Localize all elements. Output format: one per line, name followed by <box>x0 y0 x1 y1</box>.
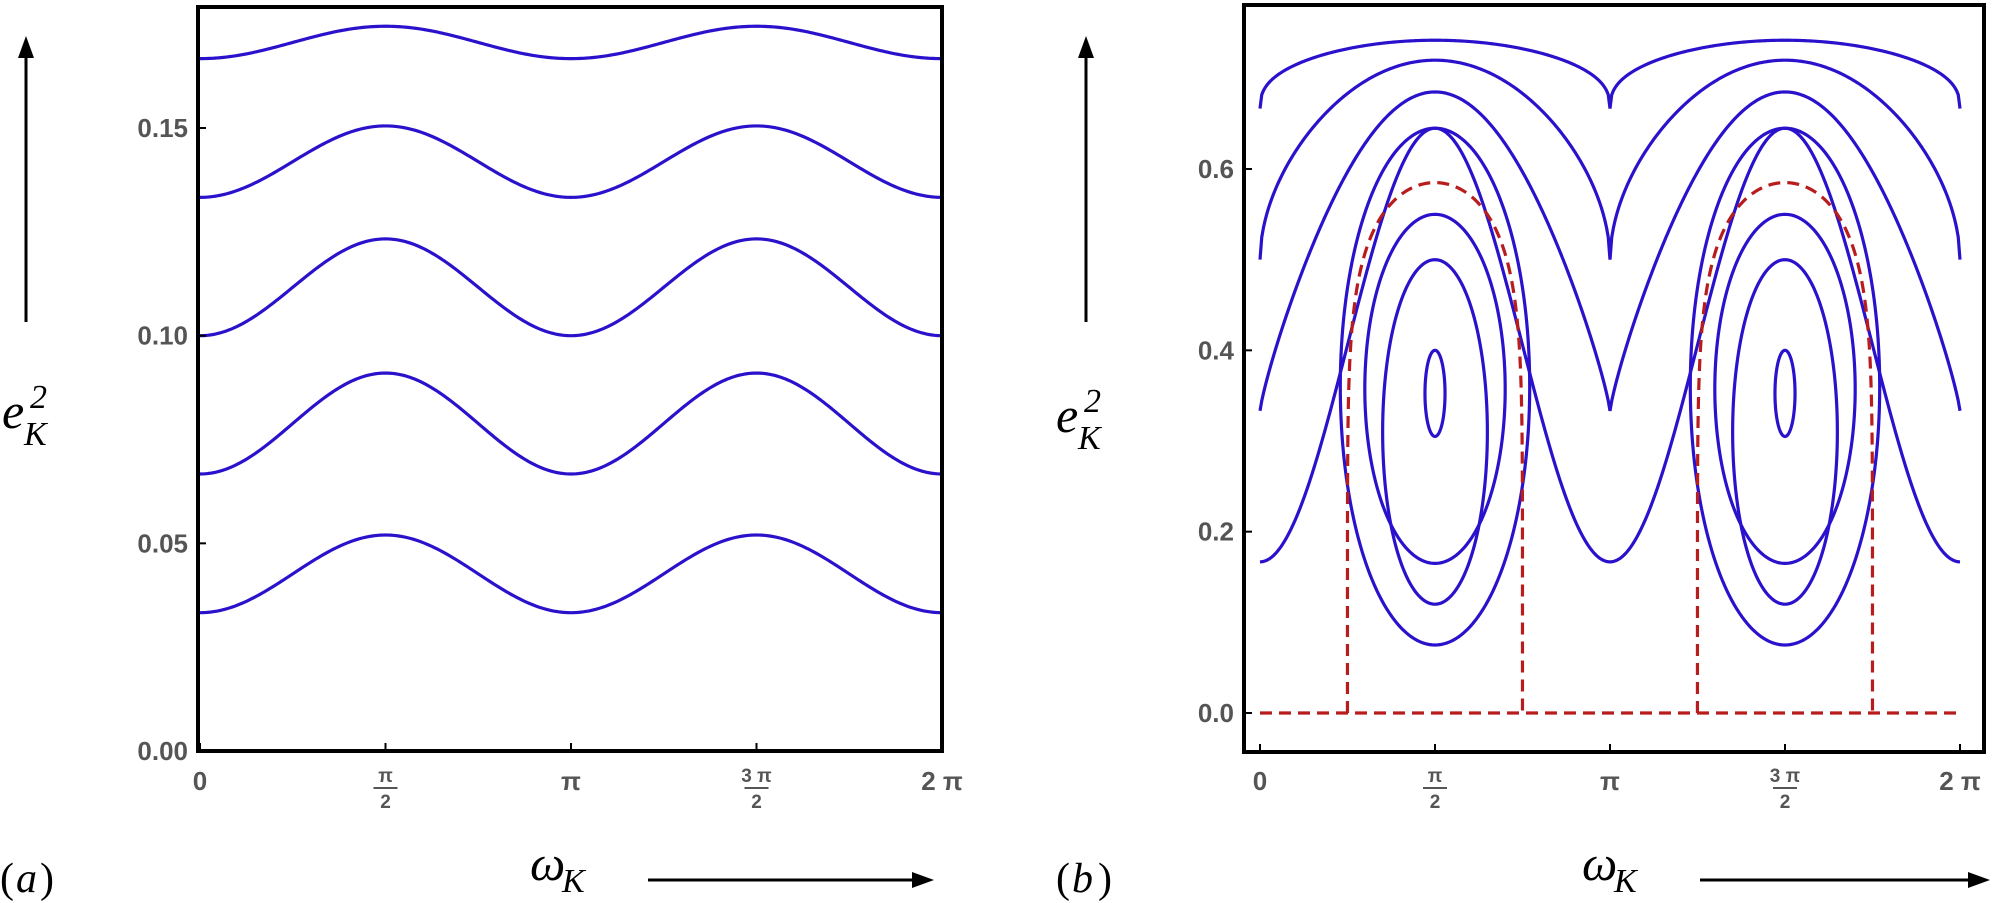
panel-a-xlabel: ω <box>530 835 565 891</box>
panel-b-y-arrowhead <box>1078 36 1094 58</box>
panel-a-curve <box>199 24 943 61</box>
panel-b-frame <box>1242 3 1986 754</box>
panel-a-y-arrowhead <box>18 36 34 58</box>
panel-b-paren-close: ) <box>1098 856 1112 902</box>
panel-b-closed-curve <box>1363 212 1507 566</box>
panel-b-x-arrowhead <box>1968 872 1990 888</box>
panel-a-x-tick-num: π <box>378 766 393 787</box>
panel-b-open-curve <box>1258 90 1962 412</box>
panel-a-frame <box>196 5 944 753</box>
panel-a: 0 π 2 π 3 π 2 2 π 0.00 0.05 0.10 0.15 e 2 K ω K (… <box>0 5 963 902</box>
panel-b-x-tick-label: 0 <box>1253 766 1267 796</box>
panel-a-y-tick-label: 0.10 <box>137 321 188 351</box>
panel-b-closed-curve <box>1338 126 1532 647</box>
panel-a-curves <box>199 24 943 615</box>
panel-b-closed-curve <box>1713 212 1857 566</box>
panel-b-closed-curve <box>1731 258 1839 606</box>
panel-b-x-tick-den: 2 <box>1780 792 1791 813</box>
panel-b-ylabel: e <box>1056 387 1078 443</box>
panel-b-x-tick-label: 2 π <box>1939 766 1981 796</box>
panel-a-ylabel: e <box>2 383 24 439</box>
panel-a-x-tick-den: 2 <box>751 792 762 813</box>
panel-b-xlabel-sub: K <box>1613 863 1639 900</box>
panel-b-x-tick-den: 2 <box>1430 792 1441 813</box>
panel-a-y-tick-label: 0.05 <box>137 528 188 558</box>
panel-b-x-ticks: 0 π 2 π 3 π 2 2 π <box>1253 744 1981 813</box>
panel-b-y-tick-label: 0.0 <box>1198 698 1234 728</box>
panel-a-ylabel-sub: K <box>23 416 49 453</box>
panel-b-closed-curve <box>1381 258 1489 606</box>
panel-b-open-curve <box>1258 38 1962 109</box>
panel-b-separatrix <box>1695 180 1875 714</box>
panel-b-open-curve <box>1259 126 1961 564</box>
panel-a-curve <box>199 371 943 476</box>
panel-a-ylabel-sup: 2 <box>30 379 47 416</box>
panel-b-x-tick-num: π <box>1428 766 1443 787</box>
panel-a-x-tick-label: 2 π <box>921 766 963 796</box>
panel-a-x-ticks: 0 π 2 π 3 π 2 2 π <box>193 743 963 813</box>
panel-b-y-tick-label: 0.4 <box>1198 335 1235 365</box>
panel-a-x-tick-den: 2 <box>380 792 391 813</box>
panel-a-xlabel-sub: K <box>561 863 587 900</box>
panel-a-paren-close: ) <box>40 856 54 902</box>
panel-b-closed-curve <box>1688 126 1882 647</box>
panel-b-xlabel: ω <box>1582 835 1617 891</box>
panel-a-y-tick-label: 0.00 <box>137 736 188 766</box>
panel-b-paren-open: ( <box>1056 856 1070 902</box>
panel-b-x-tick-num: 3 π <box>1770 766 1801 787</box>
panel-a-label: a <box>16 856 37 902</box>
panel-b-ylabel-sup: 2 <box>1084 383 1101 420</box>
panel-a-x-tick-label: 0 <box>193 766 207 796</box>
panel-b-closed-curve <box>1423 348 1447 439</box>
panel-b-open-curve <box>1258 58 1962 260</box>
panel-b-y-tick-label: 0.2 <box>1198 517 1234 547</box>
panel-b-separatrix <box>1345 180 1525 714</box>
panel-b: 0 π 2 π 3 π 2 2 π 0.0 0.2 0.4 0.6 e 2 K ω K ( b ) <box>1056 3 1990 902</box>
panel-a-curve <box>199 124 943 199</box>
panel-a-x-tick-num: 3 π <box>741 766 772 787</box>
panel-b-label: b <box>1072 856 1093 902</box>
panel-b-closed-curve <box>1773 348 1797 439</box>
panel-b-y-ticks: 0.0 0.2 0.4 0.6 <box>1198 154 1252 728</box>
panel-a-y-tick-label: 0.15 <box>137 113 188 143</box>
panel-b-ylabel-sub: K <box>1077 420 1103 457</box>
panel-b-y-tick-label: 0.6 <box>1198 154 1234 184</box>
panel-a-x-tick-label: π <box>561 766 581 796</box>
panel-a-curve <box>199 533 943 615</box>
panel-a-paren-open: ( <box>0 856 14 902</box>
panel-a-y-ticks: 0.00 0.05 0.10 0.15 <box>137 113 206 766</box>
panel-a-x-arrowhead <box>912 872 934 888</box>
panel-b-x-tick-label: π <box>1600 766 1620 796</box>
panel-a-curve <box>199 237 943 338</box>
panel-b-curves <box>1258 38 1962 715</box>
